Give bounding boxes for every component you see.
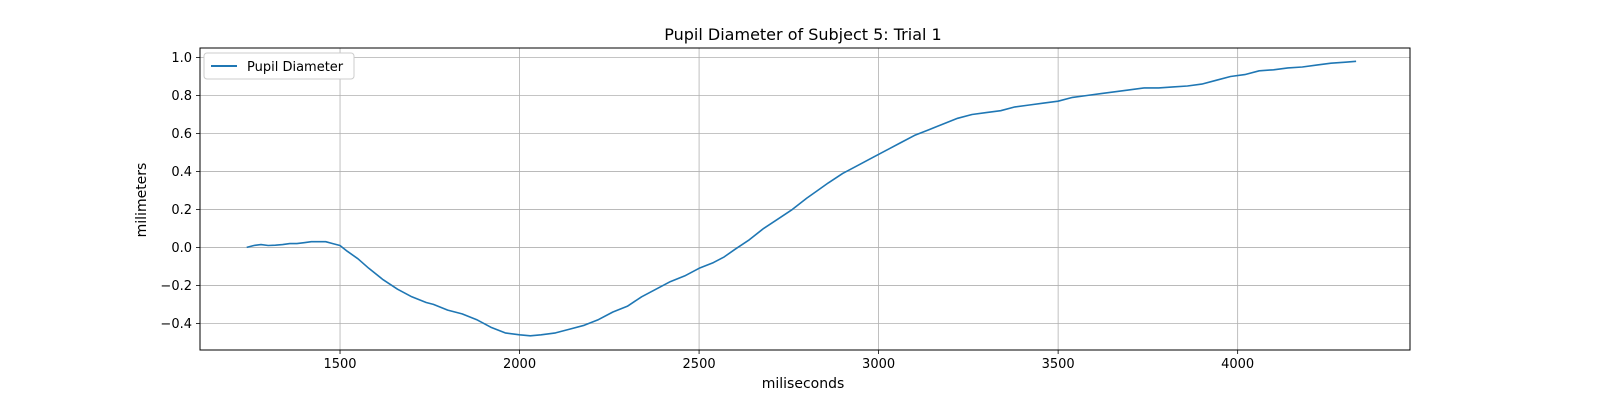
y-tick-label: 1.0 (171, 51, 192, 66)
x-tick-label: 3500 (1042, 357, 1075, 372)
x-tick-label: 2000 (503, 357, 536, 372)
axis-ticks: 1500 2000 2500 3000 3500 4000 −0.4 −0.2 0.0 0.2 0.… (160, 51, 1254, 372)
legend: Pupil Diameter (203, 52, 355, 80)
y-tick-label: 0.0 (171, 241, 192, 256)
x-tick-label: 1500 (323, 357, 356, 372)
y-tick-label: −0.2 (160, 279, 192, 294)
series-line-pupil-diameter (246, 60, 1357, 337)
x-tick-label: 3000 (862, 357, 895, 372)
legend-box (203, 52, 355, 80)
y-tick-label: 0.2 (171, 203, 192, 218)
grid-lines (200, 48, 1410, 350)
y-tick-label: −0.4 (160, 317, 192, 332)
series-layer (246, 60, 1357, 337)
chart-title: Pupil Diameter of Subject 5: Trial 1 (664, 25, 941, 44)
x-axis-label: miliseconds (762, 376, 845, 392)
x-tick-label: 4000 (1221, 357, 1254, 372)
y-axis-label: milimeters (134, 163, 150, 238)
legend-label-pupil-diameter: Pupil Diameter (247, 60, 344, 75)
y-tick-label: 0.8 (171, 89, 192, 104)
y-tick-label: 0.4 (171, 165, 192, 180)
plot-frame (199, 47, 1411, 351)
x-tick-label: 2500 (683, 357, 716, 372)
y-tick-label: 0.6 (171, 127, 192, 142)
